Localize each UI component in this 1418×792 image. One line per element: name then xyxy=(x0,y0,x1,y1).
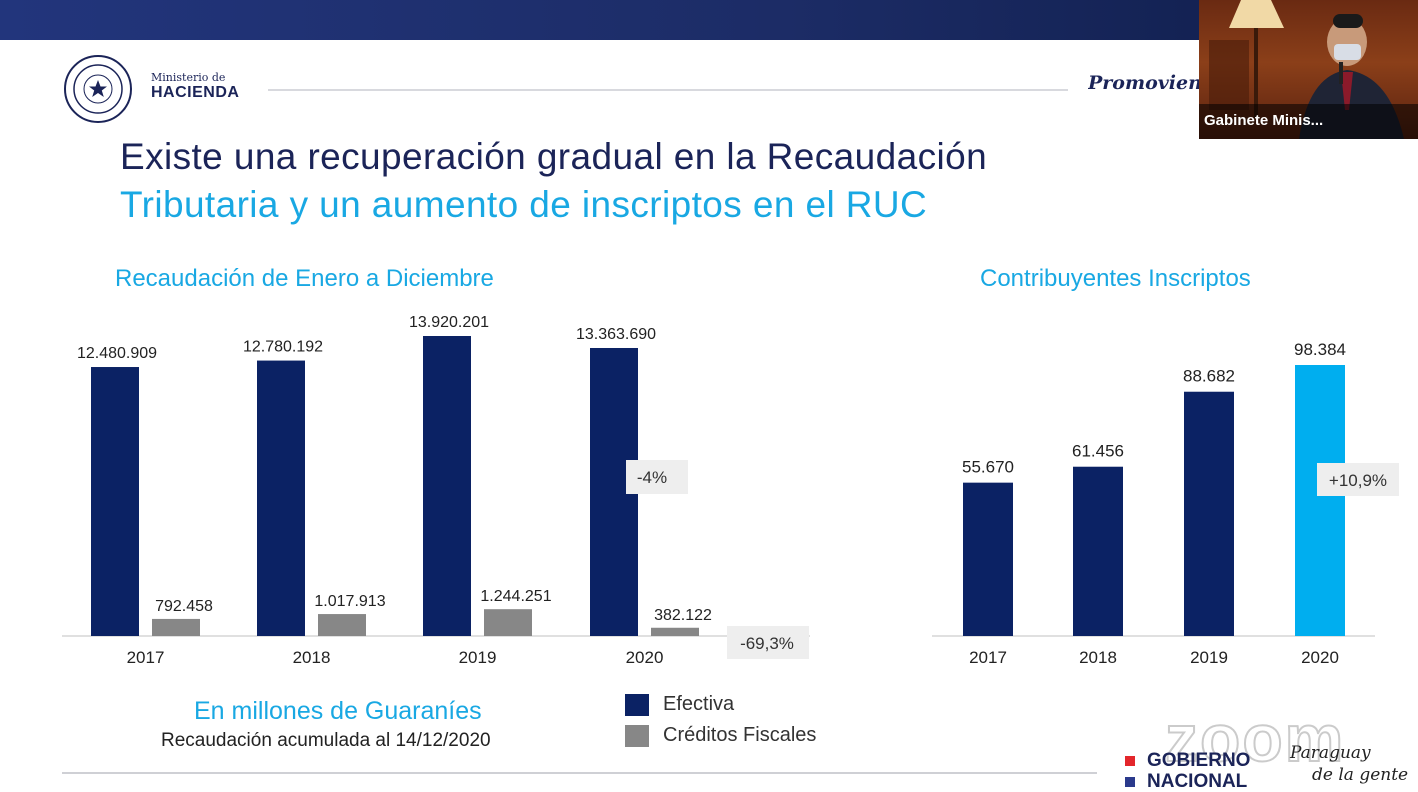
x-tick-taxpayers-2018: 2018 xyxy=(1079,648,1117,667)
x-tick-taxpayers-2020: 2020 xyxy=(1301,648,1339,667)
revenue-legend: Efectiva Créditos Fiscales xyxy=(625,689,816,751)
label-inscriptos-2020: 98.384 xyxy=(1294,340,1346,359)
label-creditos-2018: 1.017.913 xyxy=(314,593,385,610)
legend-swatch-creditos xyxy=(625,724,649,747)
label-inscriptos-2018: 61.456 xyxy=(1072,442,1124,461)
annotation-box-creditos-change xyxy=(727,626,809,659)
x-tick-revenue-2017: 2017 xyxy=(127,648,165,667)
gobierno-line1: GOBIERNO xyxy=(1147,750,1251,771)
taxpayers-chart-title: Contribuyentes Inscriptos xyxy=(980,265,1251,292)
slide-title-line1: Existe una recuperación gradual en la Re… xyxy=(120,136,988,177)
x-tick-revenue-2019: 2019 xyxy=(459,648,497,667)
participant-video-tile[interactable]: Gabinete Minis... xyxy=(1199,0,1418,139)
zoom-watermark: zoom xyxy=(1164,700,1346,776)
legend-swatch-efectiva xyxy=(625,693,649,716)
ministry-logo: Ministerio de HACIENDA xyxy=(151,72,239,102)
bar-creditos-2018 xyxy=(318,614,366,636)
legend-item-creditos: Créditos Fiscales xyxy=(625,720,816,751)
bar-inscriptos-2020 xyxy=(1295,365,1345,636)
x-tick-revenue-2018: 2018 xyxy=(293,648,331,667)
label-inscriptos-2019: 88.682 xyxy=(1183,367,1235,386)
label-efectiva-2020: 13.363.690 xyxy=(576,326,656,343)
bar-inscriptos-2017 xyxy=(963,482,1013,636)
date-note: Recaudación acumulada al 14/12/2020 xyxy=(161,730,491,751)
slide-title-line2: Tributaria y un aumento de inscriptos en… xyxy=(120,184,928,225)
label-creditos-2019: 1.244.251 xyxy=(480,588,551,605)
gobierno-line2: NACIONAL xyxy=(1147,771,1248,792)
label-creditos-2020: 382.122 xyxy=(654,607,712,624)
promo-slogan: Promoviendo xyxy=(1088,72,1200,94)
blue-square-icon xyxy=(1125,777,1135,787)
bar-creditos-2019 xyxy=(484,609,532,636)
header-divider xyxy=(268,89,1068,91)
bar-creditos-2017 xyxy=(152,618,200,636)
ministry-name: HACIENDA xyxy=(151,84,240,101)
bar-efectiva-2018 xyxy=(257,360,305,636)
annotation-box-efectiva-change xyxy=(626,460,688,494)
x-tick-taxpayers-2019: 2019 xyxy=(1190,648,1228,667)
top-banner xyxy=(0,0,1418,40)
signature-line1: Paraguay xyxy=(1290,743,1371,763)
revenue-chart-title: Recaudación de Enero a Diciembre xyxy=(115,265,494,292)
annotation-creditos-change: -69,3% xyxy=(740,634,794,653)
bar-efectiva-2019 xyxy=(423,336,471,636)
legend-label-creditos: Créditos Fiscales xyxy=(663,724,817,746)
ministry-seal-icon xyxy=(64,55,132,123)
bar-inscriptos-2018 xyxy=(1073,466,1123,636)
bar-creditos-2020 xyxy=(651,627,699,636)
signature-line2: de la gente xyxy=(1312,765,1409,785)
participant-name-label: Gabinete Minis... xyxy=(1199,104,1418,139)
annotation-efectiva-change: -4% xyxy=(637,468,667,487)
annotation-inscriptos-change: +10,9% xyxy=(1329,471,1387,490)
label-inscriptos-2017: 55.670 xyxy=(962,458,1014,477)
label-efectiva-2017: 12.480.909 xyxy=(77,345,157,362)
legend-label-efectiva: Efectiva xyxy=(663,693,735,715)
x-tick-revenue-2020: 2020 xyxy=(626,648,664,667)
footer-divider xyxy=(62,772,1097,774)
paraguay-signature: Paraguay de la gente xyxy=(1290,742,1408,786)
label-efectiva-2018: 12.780.192 xyxy=(243,339,323,356)
gobierno-nacional-logo: GOBIERNO NACIONAL xyxy=(1125,750,1250,792)
x-tick-taxpayers-2017: 2017 xyxy=(969,648,1007,667)
label-efectiva-2019: 13.920.201 xyxy=(409,314,489,331)
units-note: En millones de Guaraníes xyxy=(194,697,482,725)
label-creditos-2017: 792.458 xyxy=(155,598,213,615)
legend-item-efectiva: Efectiva xyxy=(625,689,816,720)
bar-inscriptos-2019 xyxy=(1184,391,1234,636)
ministry-small-label: Ministerio de xyxy=(151,71,226,84)
bar-efectiva-2017 xyxy=(91,367,139,636)
annotation-box-inscriptos-change xyxy=(1317,463,1399,496)
red-square-icon xyxy=(1125,756,1135,766)
